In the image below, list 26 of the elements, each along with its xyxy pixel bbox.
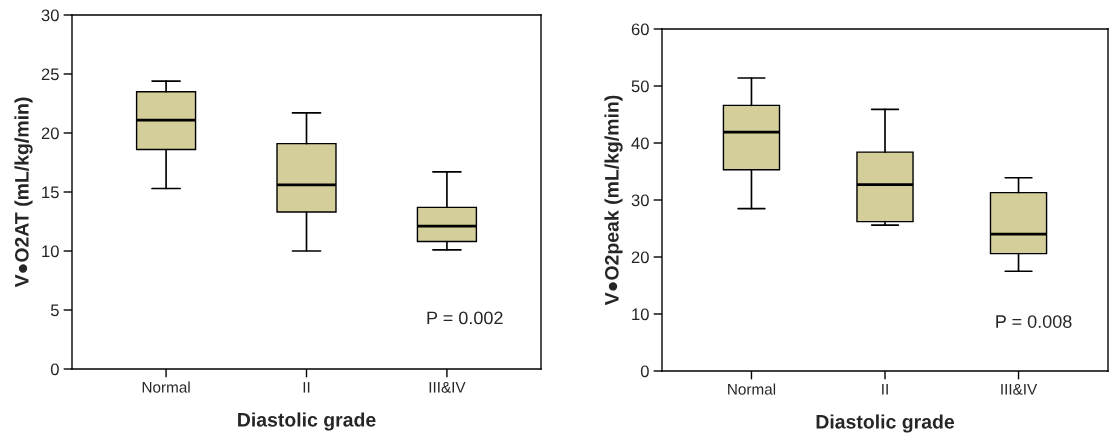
y-tick-label: 60 (631, 23, 649, 36)
y-tick-label: 40 (631, 137, 649, 150)
y-tick-label: 20 (631, 251, 649, 264)
annotation: P = 0.008 (996, 315, 1072, 328)
y-tick-label: 10 (632, 308, 649, 321)
y-tick-label: 5 (50, 304, 59, 317)
y-tick-label: 30 (631, 194, 649, 207)
y-tick-label: 0 (50, 363, 59, 376)
x-axis-title: Diastolic grade (816, 414, 955, 433)
x-tick-label: III&IV (429, 382, 466, 393)
y-tick-label: 30 (41, 9, 59, 22)
annotation: P = 0.002 (427, 311, 503, 325)
x-tick-label: III&IV (1001, 384, 1038, 395)
y-tick-label: 10 (42, 245, 59, 258)
y-axis-title: V●O2peak (mL/kg/min) (604, 95, 623, 306)
x-tick-label: Normal (142, 381, 190, 393)
x-tick-label: II (882, 384, 888, 395)
y-tick-label: 20 (41, 127, 59, 140)
x-tick-label: Normal (728, 383, 776, 395)
y-axis-title: V●O2AT (mL/kg/min) (14, 97, 33, 288)
y-tick-label: 15 (42, 186, 59, 199)
y-tick-label: 25 (41, 68, 59, 81)
y-tick-label: 0 (640, 365, 649, 378)
x-tick-label: II (303, 382, 310, 393)
y-tick-label: 50 (631, 80, 649, 93)
x-axis-title: Diastolic grade (238, 412, 376, 431)
